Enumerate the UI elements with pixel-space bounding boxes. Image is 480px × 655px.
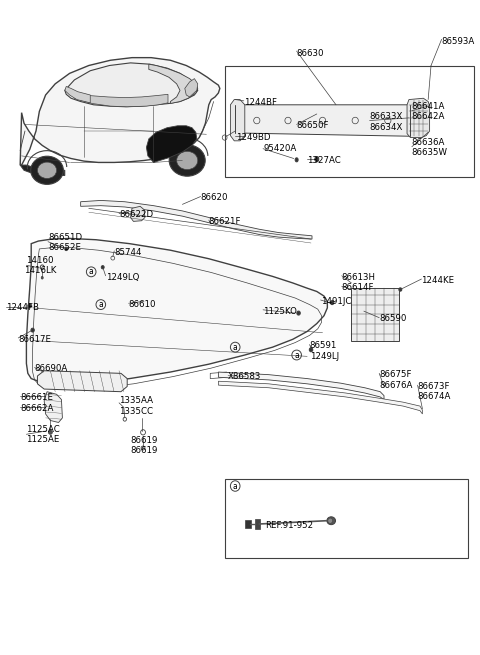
Text: 86674A: 86674A bbox=[418, 392, 451, 402]
Text: 95420A: 95420A bbox=[263, 144, 296, 153]
Text: 1244FB: 1244FB bbox=[6, 303, 39, 312]
Ellipse shape bbox=[315, 157, 319, 162]
Text: 86613H: 86613H bbox=[342, 272, 376, 282]
Text: X86583: X86583 bbox=[228, 372, 262, 381]
Text: 86590: 86590 bbox=[379, 314, 407, 324]
Polygon shape bbox=[185, 79, 198, 97]
Text: 86621F: 86621F bbox=[209, 217, 241, 226]
Text: 1327AC: 1327AC bbox=[307, 156, 341, 165]
Text: 86633X: 86633X bbox=[370, 112, 403, 121]
Polygon shape bbox=[218, 381, 422, 414]
Text: REF.91-952: REF.91-952 bbox=[265, 521, 313, 530]
Text: 86650F: 86650F bbox=[297, 121, 329, 130]
Ellipse shape bbox=[48, 430, 52, 434]
Text: 86690A: 86690A bbox=[35, 364, 68, 373]
Text: 1249LJ: 1249LJ bbox=[310, 352, 339, 361]
Polygon shape bbox=[230, 100, 245, 141]
Text: 86622D: 86622D bbox=[119, 210, 153, 219]
Text: 1249BD: 1249BD bbox=[236, 133, 271, 142]
Ellipse shape bbox=[37, 162, 57, 179]
Polygon shape bbox=[74, 93, 168, 107]
Polygon shape bbox=[245, 520, 251, 528]
Text: a: a bbox=[294, 350, 299, 360]
Text: 86635W: 86635W bbox=[412, 148, 448, 157]
Text: 1244BF: 1244BF bbox=[244, 98, 277, 107]
Ellipse shape bbox=[297, 311, 300, 315]
Polygon shape bbox=[146, 126, 197, 162]
Ellipse shape bbox=[295, 158, 298, 162]
Polygon shape bbox=[44, 392, 62, 422]
Text: 86676A: 86676A bbox=[379, 381, 413, 390]
Ellipse shape bbox=[328, 518, 333, 523]
Text: 86652E: 86652E bbox=[48, 243, 81, 252]
Polygon shape bbox=[235, 105, 410, 136]
Polygon shape bbox=[65, 63, 198, 107]
Text: 86662A: 86662A bbox=[20, 403, 54, 413]
Polygon shape bbox=[26, 238, 327, 384]
Text: 1249LQ: 1249LQ bbox=[106, 272, 139, 282]
Ellipse shape bbox=[65, 247, 68, 250]
Polygon shape bbox=[407, 98, 430, 138]
Text: 86661E: 86661E bbox=[20, 393, 53, 402]
Polygon shape bbox=[218, 372, 384, 400]
Text: 86591: 86591 bbox=[310, 341, 337, 350]
Text: 86593A: 86593A bbox=[442, 37, 475, 46]
Text: 86675F: 86675F bbox=[379, 370, 412, 379]
Text: a: a bbox=[89, 267, 94, 276]
Text: 86619: 86619 bbox=[131, 446, 158, 455]
Text: 86619: 86619 bbox=[131, 436, 158, 445]
Polygon shape bbox=[131, 206, 145, 221]
Ellipse shape bbox=[28, 304, 32, 308]
Text: 14160: 14160 bbox=[26, 255, 54, 265]
Text: 1125KO: 1125KO bbox=[263, 307, 297, 316]
Text: 1416LK: 1416LK bbox=[24, 266, 56, 275]
Text: 86630: 86630 bbox=[297, 49, 324, 58]
Text: 86617E: 86617E bbox=[18, 335, 51, 344]
Ellipse shape bbox=[399, 288, 402, 291]
Text: 1491JC: 1491JC bbox=[321, 297, 351, 306]
Polygon shape bbox=[255, 519, 260, 529]
Text: 86641A: 86641A bbox=[412, 102, 445, 111]
Polygon shape bbox=[20, 58, 220, 165]
Ellipse shape bbox=[101, 266, 104, 269]
Text: 1125AE: 1125AE bbox=[26, 435, 60, 444]
Text: 1244KE: 1244KE bbox=[421, 276, 455, 285]
Text: 86642A: 86642A bbox=[412, 112, 445, 121]
Ellipse shape bbox=[41, 276, 43, 279]
Polygon shape bbox=[37, 371, 127, 392]
Text: 85744: 85744 bbox=[114, 248, 142, 257]
Text: 86673F: 86673F bbox=[418, 382, 450, 391]
Ellipse shape bbox=[330, 301, 334, 305]
Bar bbox=[225, 66, 474, 177]
Ellipse shape bbox=[31, 328, 35, 332]
Text: 86614F: 86614F bbox=[342, 283, 374, 292]
Text: 86651D: 86651D bbox=[48, 233, 82, 242]
Ellipse shape bbox=[310, 348, 313, 352]
Text: 1335CC: 1335CC bbox=[119, 407, 153, 416]
Ellipse shape bbox=[177, 151, 198, 170]
Bar bbox=[225, 479, 468, 558]
Ellipse shape bbox=[31, 157, 63, 185]
Text: a: a bbox=[98, 300, 103, 309]
Text: 1335AA: 1335AA bbox=[119, 396, 153, 405]
Polygon shape bbox=[81, 200, 312, 239]
Ellipse shape bbox=[169, 145, 205, 176]
Text: 86634X: 86634X bbox=[370, 122, 403, 132]
Text: a: a bbox=[233, 481, 238, 491]
Polygon shape bbox=[351, 288, 399, 341]
Ellipse shape bbox=[327, 517, 336, 525]
Polygon shape bbox=[20, 165, 65, 176]
Text: a: a bbox=[233, 343, 238, 352]
Text: 1125AC: 1125AC bbox=[26, 424, 60, 434]
Polygon shape bbox=[65, 86, 90, 103]
Text: 86620: 86620 bbox=[201, 193, 228, 202]
Polygon shape bbox=[149, 64, 198, 103]
Text: 86636A: 86636A bbox=[412, 138, 445, 147]
Text: 86610: 86610 bbox=[129, 300, 156, 309]
